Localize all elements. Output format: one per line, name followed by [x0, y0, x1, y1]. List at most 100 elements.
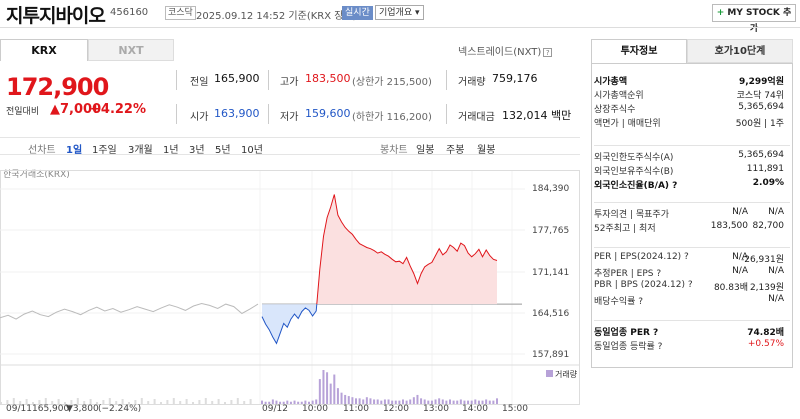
volume-bar [423, 399, 426, 404]
volume-bar [108, 398, 111, 404]
tab-1week[interactable]: 1주일 [92, 145, 117, 156]
y-tick-label: 184,390 [532, 184, 570, 194]
volume-bar [474, 399, 477, 404]
info-row: 배당수익률 ? N/A [594, 294, 784, 308]
market-badge: 코스닥 [165, 6, 196, 20]
volume-bar [166, 400, 169, 404]
info-divider [594, 320, 790, 321]
mystock-label: MY STOCK 추가 [727, 8, 792, 34]
info-row: 상장주식수 5,365,694 [594, 102, 784, 116]
volume-bar [496, 398, 498, 404]
volume-bar [430, 400, 433, 404]
stat-divider [268, 104, 269, 124]
volume-bar [452, 400, 455, 404]
tab-line-chart[interactable]: 선차트 [28, 145, 56, 156]
volume-bar [89, 399, 92, 404]
volume-bar [420, 398, 423, 404]
volume-bar [412, 397, 415, 404]
info-value: 2,139원 [749, 283, 784, 293]
volume-bar [19, 401, 22, 404]
x-tick-label: 12:00 [383, 404, 409, 414]
help-icon[interactable]: ? [543, 48, 553, 57]
prev-day-line [0, 302, 259, 320]
open-value: 163,900 [214, 107, 260, 120]
info-key: 배당수익률 ? [594, 297, 644, 307]
info-row: 외국인소진율(B/A) ? 2.09% [594, 178, 784, 192]
add-mystock-button[interactable]: + MY STOCK 추가 [712, 4, 796, 34]
invest-info-panel [591, 63, 793, 368]
info-row: 투자의견 | 목표주가 N/A N/A [594, 207, 784, 221]
volume-bar [355, 398, 357, 404]
period-bar [0, 137, 580, 155]
tab-1year[interactable]: 1년 [163, 145, 179, 156]
volume-bar [289, 401, 292, 404]
today-area-down [262, 304, 497, 344]
volume-label: 거래량 [458, 77, 486, 88]
volume-bar [326, 372, 329, 404]
info-row: 52주최고 | 최저 183,500 82,700 [594, 221, 784, 235]
company-info-dropdown[interactable]: 기업개요 ▾ [375, 5, 424, 20]
volume-bar [416, 394, 419, 404]
volume-bar [315, 399, 318, 404]
info-key: 외국인보유주식수(B) [594, 167, 674, 177]
y-tick-label: 177,765 [532, 226, 570, 236]
info-key: 시가총액 [594, 77, 628, 87]
tab-nxt[interactable]: NXT [88, 39, 174, 61]
volume-bar [243, 401, 246, 404]
volume-bar [147, 401, 150, 404]
lower-limit: (하한가 116,200) [352, 112, 432, 123]
volume-bar [391, 400, 394, 404]
volume-bar [83, 401, 86, 404]
volume-swatch [546, 370, 553, 377]
tab-10year[interactable]: 10년 [241, 145, 263, 156]
info-key: 동일업종 등락률 ? [594, 342, 663, 352]
volume-bar [344, 394, 347, 404]
volume-bar [211, 401, 214, 404]
amount-value: 132,014 백만 [502, 109, 572, 122]
tab-weekly-candle[interactable]: 주봉 [446, 145, 465, 156]
info-value: 500원 | 1주 [735, 119, 784, 129]
change-value: ▲7,000 [50, 102, 102, 117]
realtime-button[interactable]: 실시간 [342, 6, 373, 20]
today-line-up [316, 194, 498, 305]
volume-bar [128, 402, 130, 404]
volume-bar [434, 399, 437, 404]
info-value: 82,700 [752, 221, 785, 231]
info-key: 시가총액순위 [594, 91, 644, 101]
tab-3month[interactable]: 3개월 [128, 145, 153, 156]
tab-monthly-candle[interactable]: 월봉 [477, 145, 496, 156]
info-value: N/A [768, 266, 784, 276]
tab-3year[interactable]: 3년 [189, 145, 205, 156]
tab-1day[interactable]: 1일 [66, 145, 83, 156]
nextrade-label: 넥스트레이드(NXT)? [458, 43, 553, 58]
info-value: 2.09% [752, 178, 784, 188]
volume-bar [140, 398, 143, 404]
footer-pct: (−2.24%) [98, 404, 142, 414]
volume-bar [398, 400, 401, 404]
x-tick-label: 09/12 [262, 404, 288, 414]
volume-bar [293, 400, 296, 404]
tab-krx[interactable]: KRX [0, 39, 88, 61]
volume-bar [236, 398, 239, 404]
info-row: 시가총액 9,299억원 [594, 74, 784, 88]
tab-daily-candle[interactable]: 일봉 [416, 145, 435, 156]
volume-bar [369, 398, 372, 404]
tab-invest-info[interactable]: 투자정보 [591, 39, 687, 63]
volume-bar [282, 401, 285, 404]
volume-bar [44, 398, 47, 404]
tab-orderbook[interactable]: 호가10단계 [687, 39, 793, 63]
volume-bar [409, 399, 412, 404]
volume-bar [121, 399, 124, 404]
stat-divider [446, 70, 447, 90]
quote-timestamp: 2025.09.12 14:52 기준(KRX 장중) [196, 11, 357, 22]
stat-divider [446, 104, 447, 124]
volume-bar [449, 399, 451, 404]
volume-bar [329, 383, 332, 404]
info-value: 코스닥 74위 [736, 91, 784, 101]
tab-candle-chart[interactable]: 봉차트 [380, 145, 408, 156]
price-chart[interactable] [0, 160, 580, 405]
info-value: 9,299억원 [738, 77, 784, 87]
y-tick-label: 171,141 [532, 268, 570, 278]
info-key: 외국인한도주식수(A) [594, 153, 674, 163]
tab-5year[interactable]: 5년 [215, 145, 231, 156]
